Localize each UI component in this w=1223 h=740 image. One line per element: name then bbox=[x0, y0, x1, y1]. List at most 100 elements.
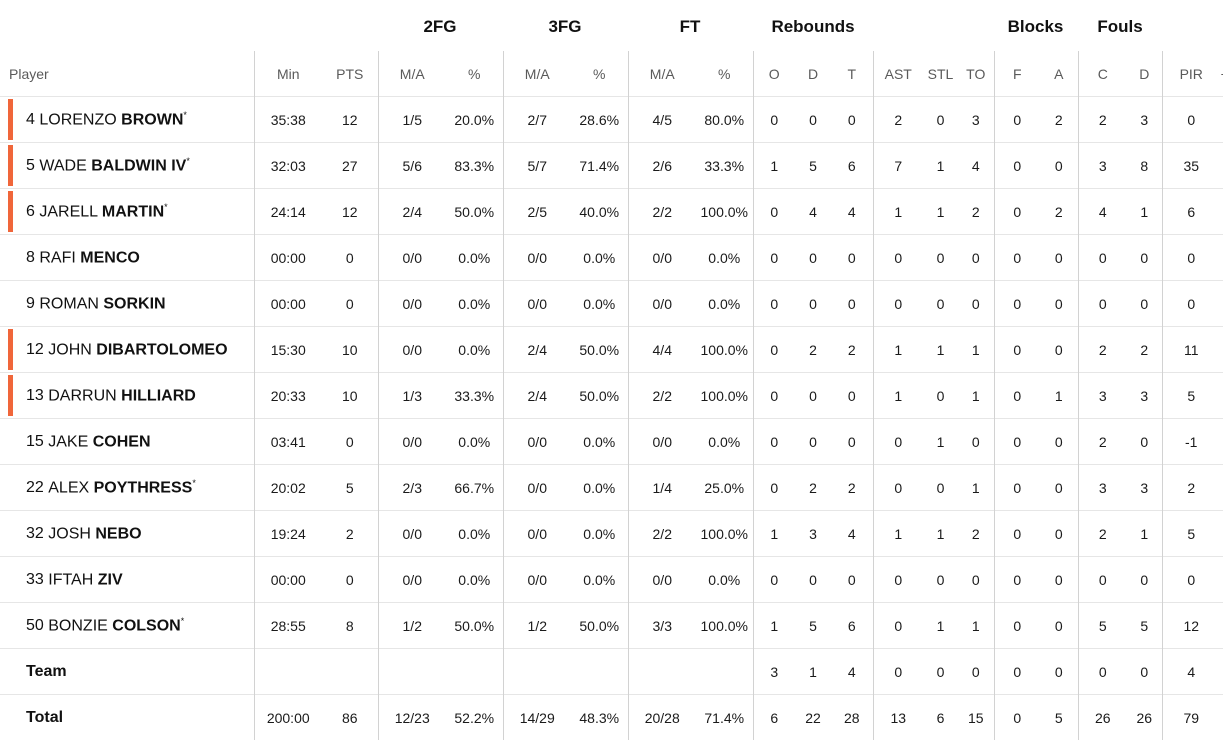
stat-fg2-pct: 0.0% bbox=[446, 419, 503, 465]
col-3fg-pct[interactable]: % bbox=[571, 51, 628, 97]
stat-reb-d: 2 bbox=[795, 327, 831, 373]
stat-min: 32:03 bbox=[254, 143, 322, 189]
player-first-name: LORENZO bbox=[39, 111, 116, 128]
stat-reb-d: 0 bbox=[795, 419, 831, 465]
stat-ast: 1 bbox=[873, 189, 923, 235]
stat-fg2-ma: 0/0 bbox=[378, 419, 446, 465]
stat-fg3-ma: 0/0 bbox=[503, 557, 571, 603]
player-name-link[interactable]: JOSH NEBO bbox=[48, 524, 141, 543]
stat-min: 00:00 bbox=[254, 235, 322, 281]
col-foul-d[interactable]: D bbox=[1127, 51, 1162, 97]
player-star-marker: * bbox=[183, 110, 187, 120]
stat-blk-a: 0 bbox=[1040, 603, 1078, 649]
stat-pir: -1 bbox=[1162, 419, 1220, 465]
col-blk-f[interactable]: F bbox=[994, 51, 1040, 97]
stat-reb-t: 0 bbox=[831, 419, 873, 465]
col-min[interactable]: Min bbox=[254, 51, 322, 97]
stat-fg3-pct bbox=[571, 649, 628, 695]
stat-reb-o: 0 bbox=[753, 465, 795, 511]
col-stl[interactable]: STL bbox=[923, 51, 958, 97]
stat-reb-t: 2 bbox=[831, 327, 873, 373]
box-score-table: Player Min PTS M/A % M/A % M/A % O D T A… bbox=[0, 51, 1223, 740]
player-name-link[interactable]: WADE BALDWIN IV* bbox=[39, 156, 189, 175]
player-last-name: BALDWIN IV bbox=[91, 157, 186, 174]
player-number: 22 bbox=[26, 479, 44, 497]
col-blk-a[interactable]: A bbox=[1040, 51, 1078, 97]
stat-fg3-ma: 2/4 bbox=[503, 373, 571, 419]
stat-min: 15:30 bbox=[254, 327, 322, 373]
stat-fg3-pct: 0.0% bbox=[571, 465, 628, 511]
stat-fg3-pct: 40.0% bbox=[571, 189, 628, 235]
player-first-name: WADE bbox=[39, 157, 86, 174]
player-name-link[interactable]: RAFI MENCO bbox=[39, 248, 139, 267]
stat-blk-a: 0 bbox=[1040, 419, 1078, 465]
stat-reb-o: 6 bbox=[753, 695, 795, 740]
stat-fg2-ma: 1/3 bbox=[378, 373, 446, 419]
player-name-link[interactable]: IFTAH ZIV bbox=[48, 570, 122, 589]
player-name-link[interactable]: ROMAN SORKIN bbox=[39, 294, 165, 313]
col-2fg-ma[interactable]: M/A bbox=[378, 51, 446, 97]
col-ft-ma[interactable]: M/A bbox=[628, 51, 696, 97]
stat-stl: 1 bbox=[923, 189, 958, 235]
stat-ft-ma: 0/0 bbox=[628, 235, 696, 281]
col-ft-pct[interactable]: % bbox=[696, 51, 753, 97]
stat-fg3-ma: 0/0 bbox=[503, 419, 571, 465]
stat-to: 1 bbox=[958, 373, 994, 419]
stat-pir: 4 bbox=[1162, 649, 1220, 695]
stat-ft-ma: 2/6 bbox=[628, 143, 696, 189]
col-reb-d[interactable]: D bbox=[795, 51, 831, 97]
player-first-name: JOHN bbox=[48, 341, 92, 358]
stat-reb-d: 1 bbox=[795, 649, 831, 695]
col-ast[interactable]: AST bbox=[873, 51, 923, 97]
player-first-name: ALEX bbox=[48, 479, 89, 496]
player-name-link[interactable]: LORENZO BROWN* bbox=[39, 110, 187, 129]
player-name-link[interactable]: JARELL MARTIN* bbox=[39, 202, 167, 221]
col-reb-o[interactable]: O bbox=[753, 51, 795, 97]
stat-pir: 35 bbox=[1162, 143, 1220, 189]
stat-reb-t: 0 bbox=[831, 373, 873, 419]
stat-to: 0 bbox=[958, 557, 994, 603]
player-name-link[interactable]: JOHN DIBARTOLOMEO bbox=[48, 340, 227, 359]
player-first-name: DARRUN bbox=[48, 387, 116, 404]
stat-min: 35:38 bbox=[254, 97, 322, 143]
stat-reb-d: 4 bbox=[795, 189, 831, 235]
col-2fg-pct[interactable]: % bbox=[446, 51, 503, 97]
col-3fg-ma[interactable]: M/A bbox=[503, 51, 571, 97]
col-pir[interactable]: PIR bbox=[1162, 51, 1220, 97]
player-name-link[interactable]: JAKE COHEN bbox=[48, 432, 150, 451]
player-name-link[interactable]: BONZIE COLSON* bbox=[48, 616, 184, 635]
stat-to: 0 bbox=[958, 235, 994, 281]
col-pts[interactable]: PTS bbox=[322, 51, 378, 97]
col-foul-c[interactable]: C bbox=[1078, 51, 1127, 97]
player-number: 6 bbox=[26, 203, 35, 221]
stat-foul-d: 26 bbox=[1127, 695, 1162, 740]
stat-ft-ma: 1/4 bbox=[628, 465, 696, 511]
stat-fg2-pct: 0.0% bbox=[446, 557, 503, 603]
col-player[interactable]: Player bbox=[0, 51, 254, 97]
stat-foul-c: 2 bbox=[1078, 419, 1127, 465]
stat-stl: 1 bbox=[923, 327, 958, 373]
team-label: Team bbox=[0, 649, 254, 695]
stat-reb-o: 1 bbox=[753, 603, 795, 649]
stat-ft-pct: 71.4% bbox=[696, 695, 753, 740]
stat-blk-f: 0 bbox=[994, 695, 1040, 740]
col-reb-t[interactable]: T bbox=[831, 51, 873, 97]
stat-reb-t: 4 bbox=[831, 511, 873, 557]
player-first-name: JARELL bbox=[39, 203, 97, 220]
stat-fg2-pct: 50.0% bbox=[446, 189, 503, 235]
stat-min: 24:14 bbox=[254, 189, 322, 235]
stat-fg3-pct: 0.0% bbox=[571, 235, 628, 281]
player-number: 32 bbox=[26, 525, 44, 543]
player-name-link[interactable]: DARRUN HILLIARD bbox=[48, 386, 196, 405]
stat-foul-c: 4 bbox=[1078, 189, 1127, 235]
stat-blk-a: 0 bbox=[1040, 327, 1078, 373]
player-star-marker: * bbox=[164, 202, 168, 212]
player-number: 13 bbox=[26, 387, 44, 405]
col-to[interactable]: TO bbox=[958, 51, 994, 97]
player-cell: 9 ROMAN SORKIN bbox=[0, 281, 254, 327]
player-name-link[interactable]: ALEX POYTHRESS* bbox=[48, 478, 196, 497]
